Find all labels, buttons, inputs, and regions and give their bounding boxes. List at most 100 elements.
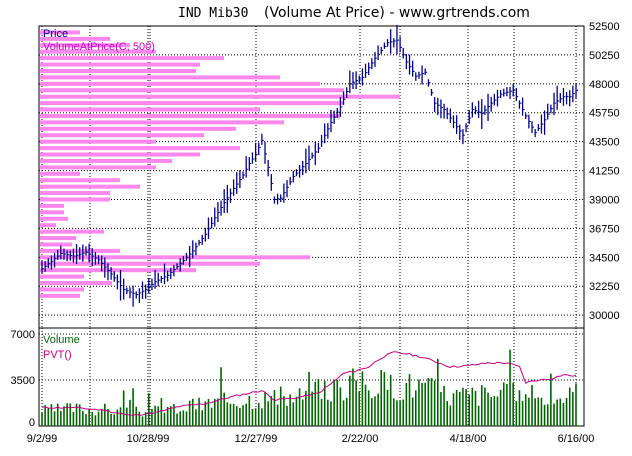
- volume-bar: [433, 380, 436, 426]
- volume-bar: [207, 398, 210, 426]
- volume-bar: [327, 399, 329, 426]
- price-tick-label: 32250: [589, 281, 620, 293]
- volume-bar: [264, 391, 266, 426]
- volume-bar: [562, 402, 565, 426]
- volume-bar: [506, 383, 508, 426]
- volume-bar: [399, 400, 401, 426]
- volume-bar: [132, 388, 134, 426]
- volume-bar: [60, 411, 62, 426]
- volume-bar: [289, 394, 291, 426]
- volume-bar: [502, 382, 505, 426]
- vap-bar: [40, 210, 64, 215]
- volume-bar: [110, 413, 112, 426]
- volume-bar: [462, 387, 464, 426]
- volume-bar: [97, 411, 100, 426]
- price-tick-label: 30000: [589, 310, 620, 322]
- volume-bar: [565, 398, 568, 426]
- volume-bar: [292, 402, 295, 426]
- volume-bar: [248, 395, 251, 426]
- volume-bar: [273, 390, 276, 426]
- volume-bar: [528, 397, 530, 426]
- volume-bar: [232, 403, 235, 426]
- volume-bar: [242, 405, 244, 426]
- vap-bar: [40, 75, 280, 80]
- x-tick-label: 6/16/00: [558, 433, 595, 445]
- volume-bar: [474, 390, 477, 426]
- volume-bar: [223, 392, 225, 426]
- volume-bar: [371, 398, 373, 426]
- volume-bar: [524, 394, 527, 426]
- vap-bar: [40, 126, 236, 131]
- vap-bar: [40, 203, 64, 208]
- vap-bar: [40, 236, 76, 241]
- volume-bar: [427, 378, 430, 426]
- volume-bar: [317, 378, 320, 426]
- volume-bar: [568, 387, 571, 426]
- vap-bar: [40, 261, 260, 266]
- volume-bar: [358, 391, 361, 426]
- price-tick-label: 43500: [589, 137, 620, 149]
- volume-bar: [458, 391, 461, 426]
- price-panel: 52500 50250 48000 45750 43500 41250 39000 36750…: [38, 21, 620, 329]
- volume-bar: [418, 379, 420, 426]
- vap-bar: [40, 152, 200, 157]
- volume-bar: [477, 405, 480, 426]
- volume-bar: [122, 390, 125, 426]
- volume-bar: [361, 371, 364, 426]
- volume-bar: [374, 396, 376, 426]
- price-tick-label: 34500: [589, 252, 620, 264]
- volume-bar: [185, 411, 188, 426]
- volume-bar: [355, 380, 357, 426]
- volume-bar: [436, 358, 439, 426]
- volume-bar: [210, 407, 213, 426]
- vap-bar: [40, 223, 56, 228]
- volume-bar: [217, 398, 219, 426]
- volume-bar: [352, 368, 354, 426]
- x-tick-label: 4/18/00: [450, 433, 487, 445]
- volume-series: [41, 349, 577, 426]
- volume-bar: [386, 389, 389, 426]
- volume-bar: [267, 401, 269, 426]
- volume-bar: [179, 411, 182, 426]
- volume-bar: [182, 410, 185, 426]
- volume-bar: [138, 411, 141, 426]
- volume-bar: [169, 406, 172, 426]
- price-tick-label: 36750: [589, 223, 620, 235]
- volume-bar: [72, 411, 75, 426]
- volume-bar: [279, 386, 282, 426]
- volume-bar: [104, 403, 106, 426]
- vap-bar: [40, 133, 204, 138]
- volume-bar: [377, 393, 379, 426]
- price-series: [41, 25, 578, 307]
- volume-bar: [154, 405, 156, 426]
- volume-bar: [367, 390, 370, 426]
- volume-bar: [559, 398, 562, 426]
- price-tick-label: 39000: [589, 194, 620, 206]
- volume-bar: [484, 387, 486, 426]
- volume-bar: [342, 400, 345, 426]
- volume-bar: [141, 416, 144, 426]
- volume-bar: [50, 404, 53, 426]
- volume-bar: [405, 382, 408, 426]
- volume-bar: [531, 385, 533, 426]
- vap-bar: [40, 101, 344, 106]
- vap-bar: [40, 197, 110, 202]
- volume-bar: [364, 384, 367, 426]
- volume-tick-label: 0: [29, 417, 35, 429]
- x-tick-label: 9/2/99: [27, 433, 58, 445]
- volume-bar: [226, 402, 229, 426]
- volume-bar: [518, 390, 521, 426]
- volume-bar: [543, 404, 546, 426]
- vap-bar: [40, 56, 224, 61]
- volume-bar: [213, 398, 216, 426]
- volume-bar: [198, 397, 200, 426]
- chart-title: (Volume At Price) - www.grtrends.com: [264, 5, 530, 21]
- volume-bar: [235, 406, 238, 426]
- volume-bar: [396, 400, 398, 426]
- vap-bar: [40, 88, 344, 93]
- vap-bar: [40, 120, 284, 125]
- vap-bar: [40, 94, 400, 99]
- volume-bar: [440, 392, 442, 426]
- vap-bar: [40, 36, 110, 41]
